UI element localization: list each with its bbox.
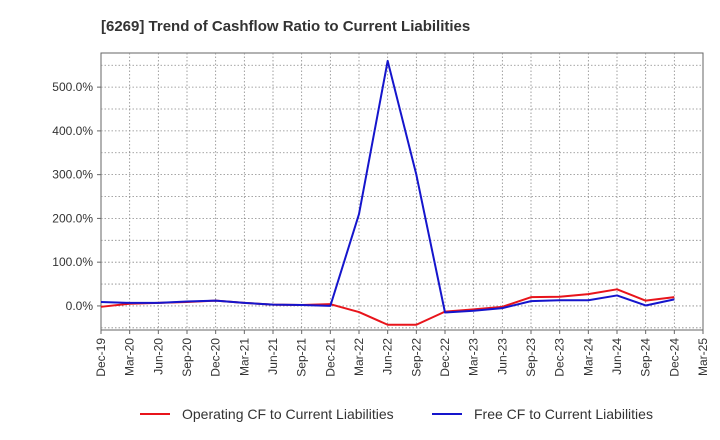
x-tick-label: Jun-21 — [266, 338, 280, 375]
x-tick-label: Sep-22 — [409, 338, 423, 377]
y-tick-label: 200.0% — [52, 211, 93, 225]
x-tick-label: Mar-20 — [123, 338, 137, 376]
chart-title: [6269] Trend of Cashflow Ratio to Curren… — [101, 18, 470, 35]
plot-area — [100, 52, 704, 331]
legend-label-1: Operating CF to Current Liabilities — [182, 406, 394, 422]
x-tick-label: Sep-20 — [180, 338, 194, 377]
x-tick-label: Dec-23 — [553, 338, 567, 377]
gridlines — [101, 53, 703, 330]
x-axis-ticks: Dec-19 Mar-20 Jun-20 Sep-20 Dec-20 Mar-21 Jun-… — [94, 330, 710, 377]
x-tick-label: Jun-24 — [610, 338, 624, 375]
series-line-2 — [100, 59, 675, 314]
y-tick-label: 500.0% — [52, 80, 93, 94]
legend-label-2: Free CF to Current Liabilities — [474, 406, 653, 422]
x-tick-label: Mar-22 — [352, 338, 366, 376]
x-tick-label: Mar-24 — [581, 338, 595, 376]
x-tick-label: Dec-19 — [94, 338, 108, 377]
x-tick-label: Jun-20 — [151, 338, 165, 375]
legend: Operating CF to Current Liabilities Free … — [140, 406, 653, 422]
y-tick-label: 300.0% — [52, 168, 93, 182]
x-tick-label: Sep-21 — [295, 338, 309, 377]
x-tick-label: Jun-23 — [495, 338, 509, 375]
x-tick-label: Mar-23 — [467, 338, 481, 376]
x-tick-label: Dec-21 — [323, 338, 337, 377]
y-tick-label: 100.0% — [52, 255, 93, 269]
x-tick-label: Sep-23 — [524, 338, 538, 377]
x-tick-label: Dec-20 — [209, 338, 223, 377]
y-tick-label: 0.0% — [66, 299, 94, 313]
x-tick-label: Jun-22 — [381, 338, 395, 375]
y-tick-label: 400.0% — [52, 124, 93, 138]
series-lines — [100, 59, 675, 326]
x-tick-label: Mar-21 — [237, 338, 251, 376]
x-tick-label: Dec-22 — [438, 338, 452, 377]
y-axis-ticks: 0.0% 100.0% 200.0% 300.0% 400.0% 500.0% — [52, 80, 101, 313]
x-tick-label: Sep-24 — [639, 338, 653, 377]
x-tick-label: Dec-24 — [667, 338, 681, 377]
x-tick-label: Mar-25 — [696, 338, 710, 376]
